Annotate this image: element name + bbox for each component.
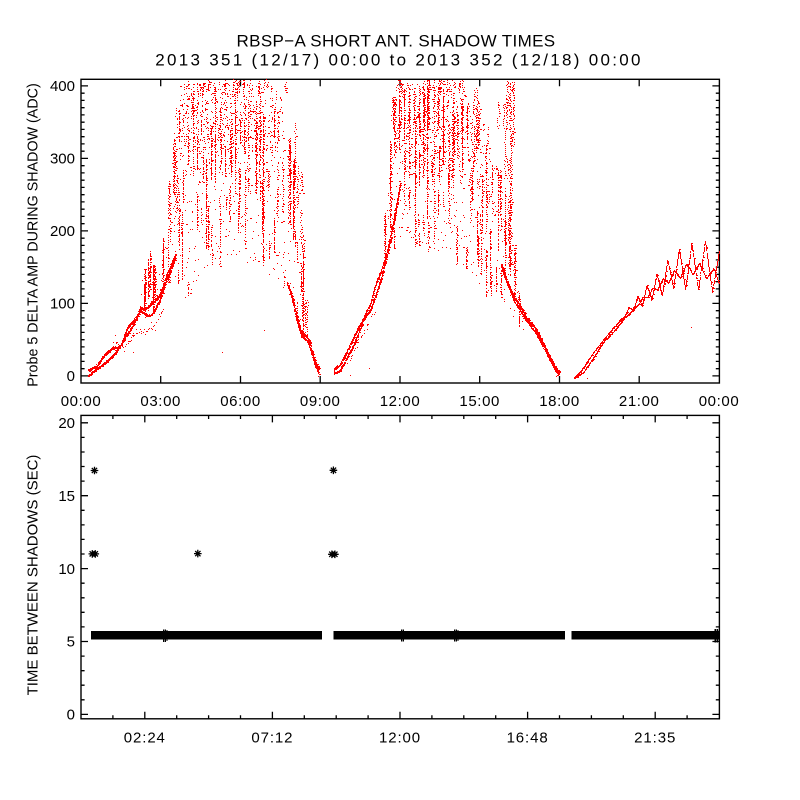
svg-text:TIME BETWEEN SHADOWS (SEC): TIME BETWEEN SHADOWS (SEC) (25, 455, 42, 696)
svg-text:16:48: 16:48 (507, 730, 549, 747)
svg-text:5: 5 (67, 634, 75, 651)
svg-text:12:00: 12:00 (379, 730, 421, 747)
svg-text:0: 0 (67, 707, 75, 724)
svg-text:0: 0 (67, 368, 75, 385)
svg-text:12:00: 12:00 (380, 393, 421, 410)
svg-text:00:00: 00:00 (61, 393, 102, 410)
svg-text:00:00: 00:00 (699, 393, 740, 410)
svg-text:10: 10 (58, 561, 75, 578)
svg-text:100: 100 (50, 296, 75, 313)
svg-text:21:35: 21:35 (634, 730, 676, 747)
svg-text:200: 200 (50, 223, 75, 240)
svg-text:21:00: 21:00 (619, 393, 660, 410)
svg-text:06:00: 06:00 (220, 393, 261, 410)
svg-text:RBSP−A SHORT ANT. SHADOW TIMES: RBSP−A SHORT ANT. SHADOW TIMES (237, 32, 556, 51)
svg-text:03:00: 03:00 (140, 393, 181, 410)
svg-text:20: 20 (58, 415, 75, 432)
svg-text:07:12: 07:12 (251, 730, 293, 747)
svg-text:15: 15 (58, 488, 75, 505)
svg-text:2013 351 (12/17) 00:00 to 2013: 2013 351 (12/17) 00:00 to 2013 352 (12/1… (155, 50, 643, 69)
svg-text:400: 400 (50, 78, 75, 95)
svg-text:Probe 5 DELTA AMP DURING SHADO: Probe 5 DELTA AMP DURING SHADOW (ADC) (26, 83, 42, 386)
svg-text:15:00: 15:00 (459, 393, 500, 410)
svg-text:02:24: 02:24 (124, 730, 166, 747)
svg-text:18:00: 18:00 (539, 393, 580, 410)
svg-text:300: 300 (50, 151, 75, 168)
svg-text:09:00: 09:00 (300, 393, 341, 410)
